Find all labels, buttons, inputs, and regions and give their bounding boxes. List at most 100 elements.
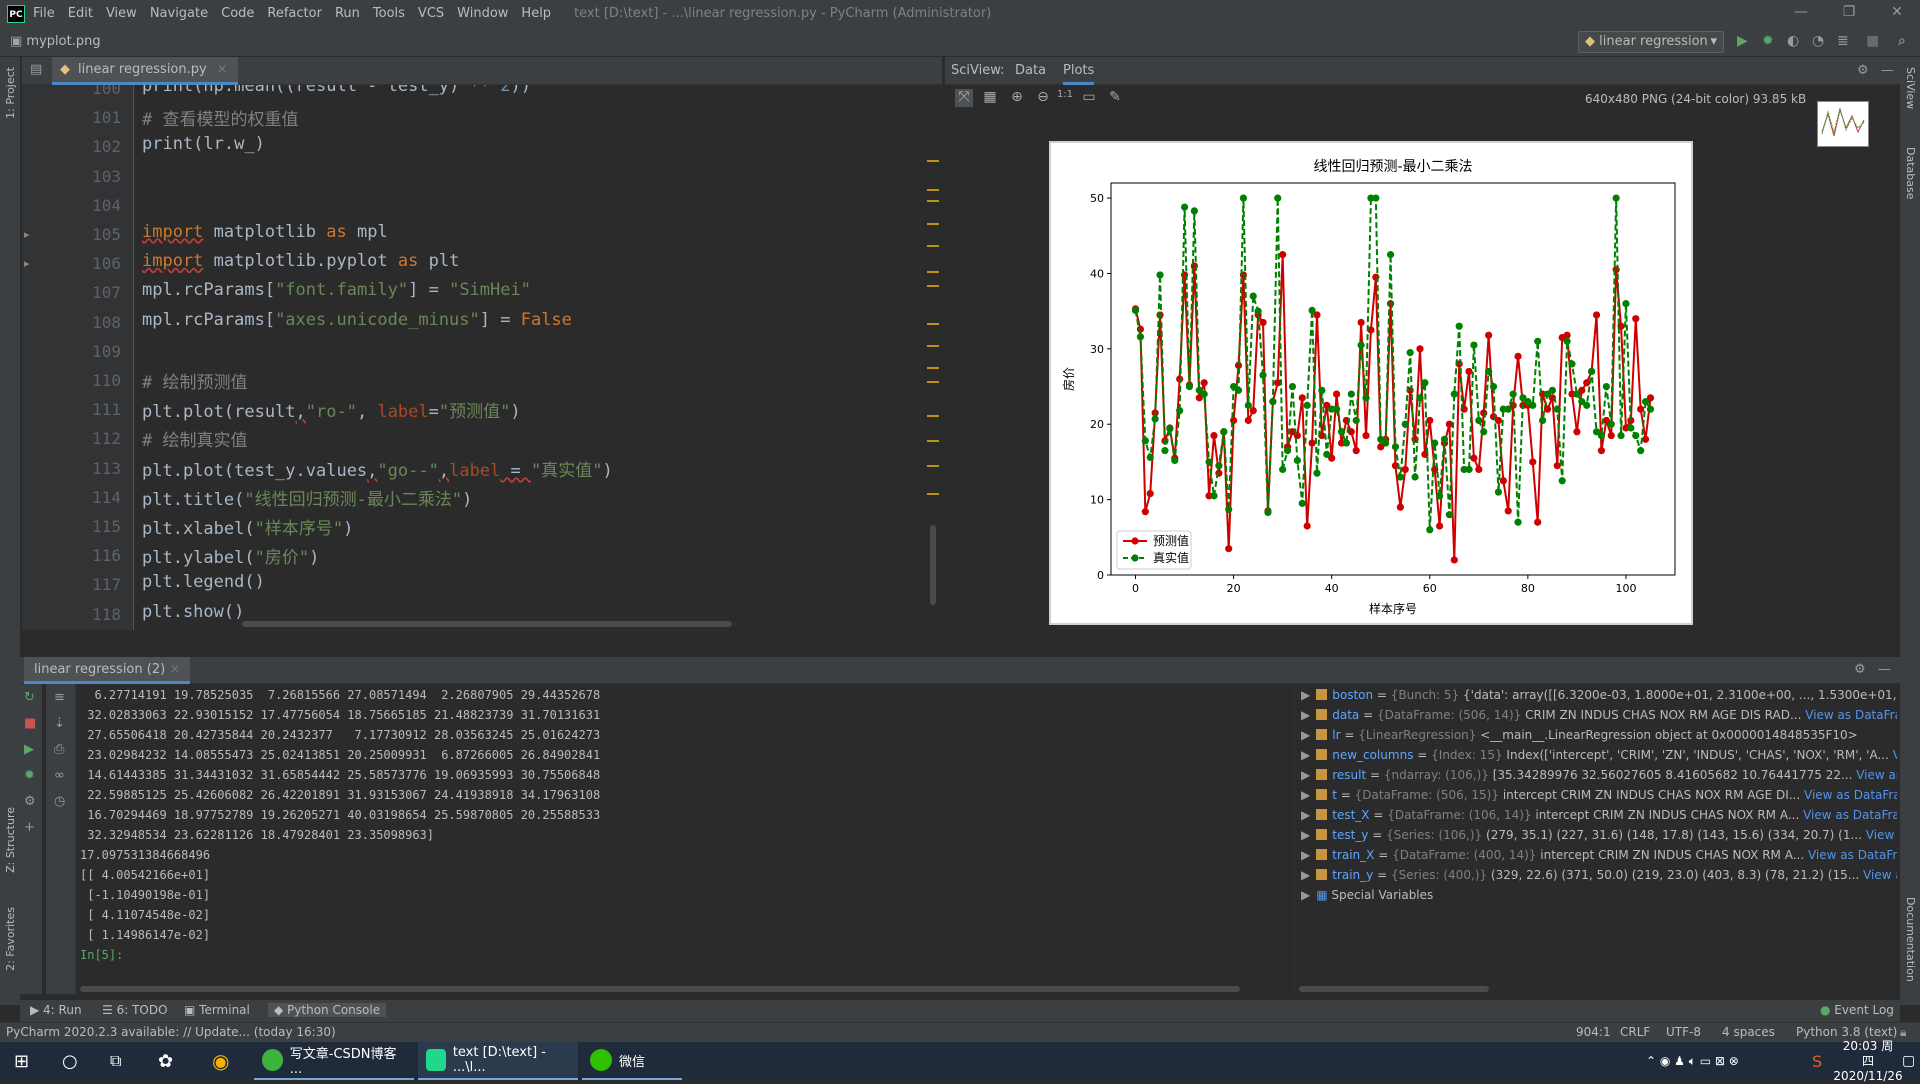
view-link[interactable]: View as DataFrame [1807,848,1897,862]
hide-panel-icon[interactable]: — [1881,63,1894,78]
view-link[interactable]: View as Series [1865,828,1897,842]
variable-row[interactable]: ▶ train_y = {Series: (400,)} (329, 22.6) … [1301,868,1897,882]
search-icon[interactable]: ○ [62,1050,78,1072]
menu-help[interactable]: Help [521,6,552,21]
run-icon[interactable]: ▶ [24,742,34,757]
view-link[interactable]: View as DataFrame [1804,788,1897,802]
expand-arrow-icon[interactable]: ▶ [1301,708,1311,722]
variable-row[interactable]: ▶ train_X = {DataFrame: (400, 14)} interc… [1301,848,1897,862]
code-line[interactable]: plt.title("线性回归预测-最小二乘法") [142,485,472,510]
expand-arrow-icon[interactable]: ▶ [1301,688,1311,702]
profile-icon[interactable]: ◔ [1812,33,1825,49]
menu-navigate[interactable]: Navigate [149,6,209,21]
scroll-to-end-icon[interactable]: ⇣ [54,716,65,731]
run-icon[interactable]: ▶ [1737,33,1748,49]
warning-mark[interactable] [927,271,939,273]
add-icon[interactable]: + [24,820,35,835]
code-line[interactable]: import matplotlib as mpl [142,222,388,242]
expand-arrow-icon[interactable]: ▶ [1301,748,1311,762]
project-tool-button[interactable]: 1: Project [4,67,17,119]
debug-icon[interactable]: ✹ [1762,33,1774,49]
python-console-output[interactable]: 6.27714191 19.78525035 7.26815566 27.085… [76,684,1290,994]
warning-mark[interactable] [927,381,939,383]
expand-arrow-icon[interactable]: ▶ [1301,828,1311,842]
fold-icon[interactable]: ▸ [24,228,30,241]
terminal-tool-button[interactable]: ▣ Terminal [184,1003,250,1017]
warning-mark[interactable] [927,415,939,417]
warning-mark[interactable] [927,223,939,225]
expand-arrow-icon[interactable]: ▶ [1301,768,1311,782]
project-view-icon[interactable]: ▤ [30,62,43,77]
windows-start-icon[interactable]: ⊞ [14,1050,30,1072]
tab-linear-regression[interactable]: ◆ linear regression.py × [52,57,238,85]
menu-refactor[interactable]: Refactor [267,6,322,21]
history-icon[interactable]: ◷ [54,794,66,809]
console-horizontal-scrollbar[interactable] [80,986,1240,992]
menu-edit[interactable]: Edit [67,6,93,21]
view-link[interactable]: View as Array [1856,768,1897,782]
code-line[interactable]: # 查看模型的权重值 [142,105,298,130]
warning-mark[interactable] [927,465,939,467]
code-line[interactable]: print(np.mean((result - test_y) ** 2)) [142,85,531,96]
expand-arrow-icon[interactable]: ▶ [1301,808,1311,822]
line-separator[interactable]: CRLF [1620,1025,1651,1039]
variable-row[interactable]: ▶ boston = {Bunch: 5} {'data': array([[6.… [1301,688,1897,702]
code-line[interactable]: mpl.rcParams["font.family"] = "SimHei" [142,280,531,300]
lock-icon[interactable]: 🔒︎ [1900,1025,1907,1039]
tab-plots[interactable]: Plots [1063,63,1095,85]
menu-code[interactable]: Code [221,6,255,21]
warning-mark[interactable] [927,200,939,202]
todo-tool-button[interactable]: ☰ 6: TODO [102,1003,168,1017]
color-picker-icon[interactable]: ✎ [1109,89,1121,105]
warning-mark[interactable] [927,160,939,162]
menu-window[interactable]: Window [457,6,509,21]
variable-row[interactable]: ▶ lr = {LinearRegression} <__main__.Linea… [1301,728,1897,742]
debug-icon[interactable]: ✹ [24,768,35,783]
tab-run-linear-regression[interactable]: linear regression (2) × [24,657,191,684]
variable-row[interactable]: ▶ result = {ndarray: (106,)} [35.34289976… [1301,768,1897,782]
hide-panel-icon[interactable]: — [1878,662,1891,677]
soft-wrap-icon[interactable]: ≡ [54,690,65,705]
menu-tools[interactable]: Tools [372,6,405,21]
expand-arrow-icon[interactable]: ▶ [1301,868,1311,882]
warning-mark[interactable] [927,440,939,442]
close-tab-icon[interactable]: × [216,62,228,77]
task-view-icon[interactable]: ⧉ [110,1051,122,1070]
editor-vertical-scrollbar[interactable] [930,525,936,605]
warning-mark[interactable] [927,345,939,347]
code-line[interactable]: import matplotlib.pyplot as plt [142,251,459,271]
console-prompt[interactable]: In[5]: [80,948,124,962]
gear-icon[interactable]: ⚙ [1854,662,1866,677]
zoom-in-icon[interactable]: ⊕ [1011,89,1023,105]
minimize-icon[interactable]: — [1794,4,1808,20]
editor-horizontal-scrollbar[interactable] [242,621,732,627]
sciview-tool-button[interactable]: SciView [1904,67,1917,110]
breadcrumb[interactable]: ▣ myplot.png [10,34,101,49]
menu-run[interactable]: Run [334,6,360,21]
close-icon[interactable]: ✕ [1891,4,1903,20]
code-line[interactable]: plt.show() [142,602,244,622]
variable-row[interactable]: ▶ test_y = {Series: (106,)} (279, 35.1) (… [1301,828,1897,842]
actual-size-icon[interactable]: 1:1 [1056,89,1074,100]
variable-row[interactable]: ▶ new_columns = {Index: 15} Index(['inter… [1301,748,1897,762]
print-icon[interactable]: ⎙ [54,742,65,757]
coverage-icon[interactable]: ◐ [1787,33,1800,49]
expand-arrow-icon[interactable]: ▶ [1301,728,1311,742]
code-line[interactable]: mpl.rcParams["axes.unicode_minus"] = Fal… [142,310,572,330]
concurrency-icon[interactable]: ≣ [1837,33,1849,49]
variable-row[interactable]: ▶ data = {DataFrame: (506, 14)} CRIM ZN I… [1301,708,1897,722]
variable-row[interactable]: ▶ t = {DataFrame: (506, 15)} intercept CR… [1301,788,1897,802]
code-line[interactable]: plt.xlabel("样本序号") [142,514,353,539]
code-line[interactable]: plt.ylabel("房价") [142,543,319,568]
taskbar-app-wechat[interactable]: 微信 [582,1042,682,1080]
variables-horizontal-scrollbar[interactable] [1299,986,1489,992]
file-encoding[interactable]: UTF-8 [1666,1025,1701,1039]
tab-data[interactable]: Data [1015,63,1047,78]
system-tray-icons[interactable]: ⌃ ◉ ♟ 🔈︎ ▭ ⊠ ⊗ [1646,1053,1739,1068]
grid-view-icon[interactable]: ▦ [983,89,997,105]
fold-icon[interactable]: ▸ [24,257,30,271]
caret-position[interactable]: 904:1 [1576,1025,1611,1039]
code-line[interactable]: # 绘制预测值 [142,368,247,393]
view-link[interactable]: View as DataFrame [1803,808,1897,822]
event-log-button[interactable]: ● Event Log [1820,1003,1894,1017]
